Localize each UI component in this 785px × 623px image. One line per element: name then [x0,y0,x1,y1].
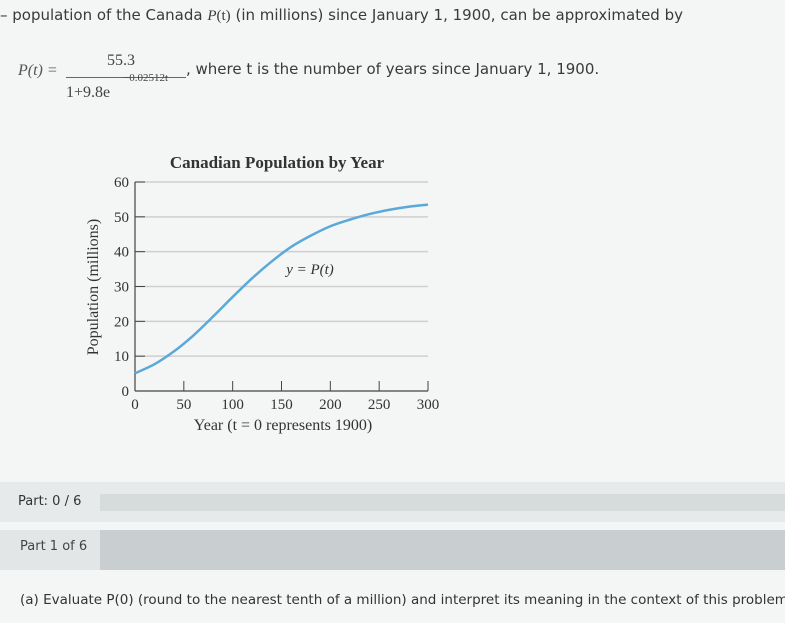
fraction-bar [66,77,186,78]
x-tick-label-200: 200 [319,397,342,413]
y-tick-label-0: 0 [122,384,130,400]
question-text: (a) Evaluate P(0) (round to the nearest … [20,592,785,608]
y-axis-label: Population (millions) [85,219,102,355]
y-tick-label-50: 50 [114,210,129,226]
x-axis-label: Year (t = 0 represents 1900) [194,417,372,434]
part-progress-label: Part: 0 / 6 [18,494,82,509]
y-tick-label-20: 20 [114,314,129,330]
formula-lhs: P(t) = [18,62,58,79]
x-tick-label-100: 100 [221,397,244,413]
axes [134,181,429,392]
part-progress-bar [100,494,785,511]
y-tick-label-60: 60 [114,175,129,191]
formula-numerator: 55.3 [107,52,135,69]
part-header-bar [100,530,785,570]
y-tick-label-40: 40 [114,245,129,261]
formula-description: , where t is the number of years since J… [186,60,600,78]
x-tick-labels: 0 50 100 150 200 250 300 [131,397,439,413]
population-chart: Canadian Population by Year Population (… [85,153,439,434]
formula-denominator: 1+9.8e [66,84,111,101]
grid-lines [135,181,428,357]
x-tick-label-300: 300 [417,397,440,413]
x-tick-label-0: 0 [131,397,139,413]
curve-annotation: y = P(t) [284,262,334,278]
part-selector[interactable]: Part 1 of 6 [0,530,785,570]
current-part-label: Part 1 of 6 [20,539,88,554]
x-tick-label-150: 150 [270,397,293,413]
function-name: P [207,8,217,24]
y-tick-labels: 0 10 20 30 40 50 60 [114,175,129,400]
population-curve [134,203,429,375]
y-tick-label-10: 10 [114,349,129,365]
y-tick-label-30: 30 [114,280,129,296]
formula-exponent: −0.02512t [123,72,169,84]
x-tick-label-50: 50 [176,397,191,413]
part-progress-row: Part: 0 / 6 [0,482,785,522]
x-tick-label-250: 250 [368,397,391,413]
intro-text: – population of the Canada P(t) (in mill… [0,6,683,24]
chart-title: Canadian Population by Year [170,153,385,172]
